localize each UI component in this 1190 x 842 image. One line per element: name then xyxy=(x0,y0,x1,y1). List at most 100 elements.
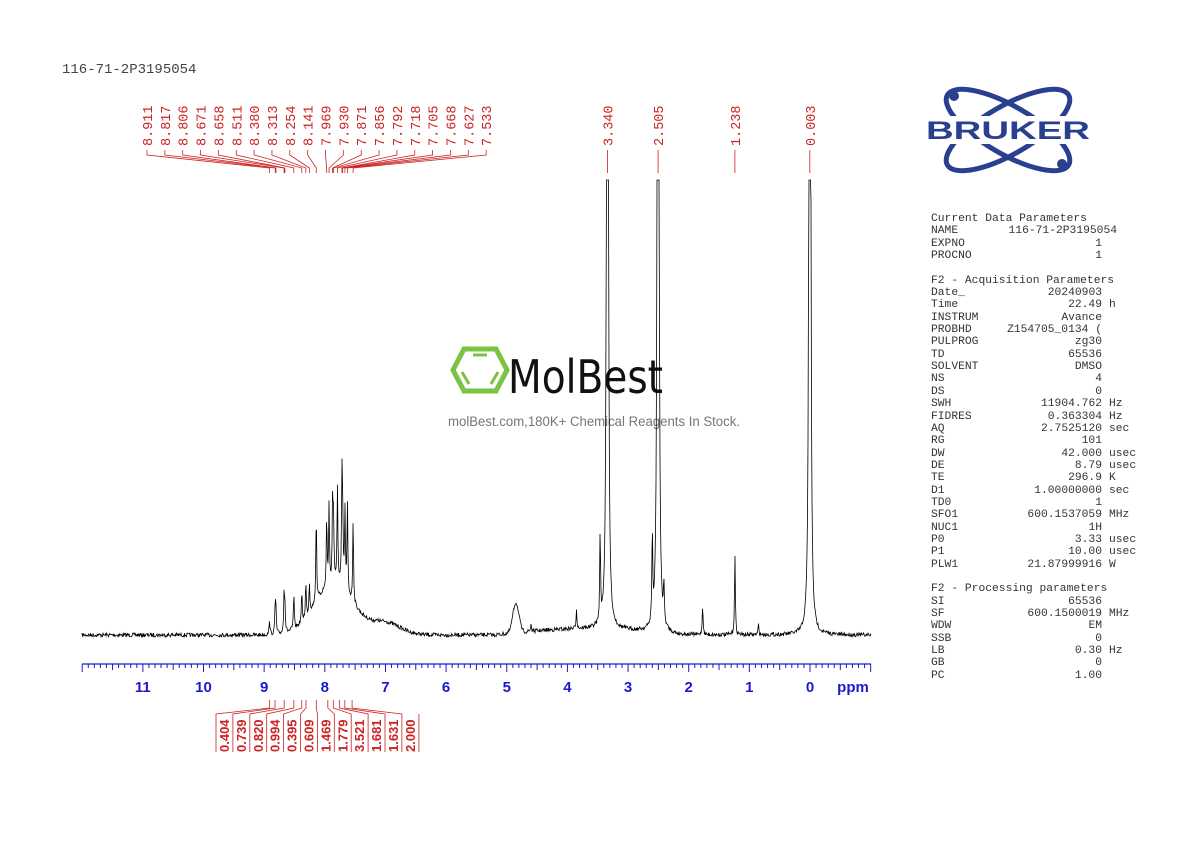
parameter-row: TE 296.9 K xyxy=(931,472,1146,484)
parameter-key: P0 xyxy=(931,533,945,546)
parameter-unit: K xyxy=(1109,472,1116,485)
molbest-tagline: molBest.com,180K+ Chemical Reagents In S… xyxy=(448,414,740,429)
integral-leader xyxy=(232,700,276,752)
parameter-key: SF xyxy=(931,608,945,620)
peak-label: 7.871 xyxy=(356,105,371,146)
parameter-row: SFO1 600.1537059 MHz xyxy=(931,509,1146,521)
integral-value: 0.395 xyxy=(285,719,300,752)
integral-leader xyxy=(249,700,285,752)
parameter-row: TD 65536 xyxy=(931,349,1146,361)
integral-leader xyxy=(266,700,295,752)
parameter-key: GB xyxy=(931,657,945,670)
parameter-key: Date_ xyxy=(931,287,965,300)
parameter-key: TD xyxy=(931,348,945,361)
peak-label-leader xyxy=(344,150,451,173)
axis-tick-label: 4 xyxy=(563,679,572,696)
peak-label-leader xyxy=(235,150,295,173)
integrals: 0.404 0.739 0.820 0.994 0.395 0.609 1.469 1.779… xyxy=(215,700,420,752)
parameter-value: 0 xyxy=(1095,657,1102,670)
parameter-value: 42.000 xyxy=(1061,447,1102,460)
parameter-value: 0 xyxy=(1095,385,1102,398)
peak-label-leader xyxy=(341,150,416,173)
molbest-watermark: MolBest molBest.com,180K+ Chemical Reage… xyxy=(448,346,740,429)
parameter-value: 22.49 xyxy=(1068,299,1102,312)
parameter-value: 20240903 xyxy=(1047,287,1102,300)
peak-labels: 8.911 8.817 8.806 8.671 8.658 8.511 8.380 8.313… xyxy=(142,105,820,173)
peak-label-leader xyxy=(332,150,362,173)
parameter-unit: MHz xyxy=(1109,509,1130,522)
peak-label-leader xyxy=(342,150,434,173)
parameter-row: D1 1.00000000 sec xyxy=(931,485,1146,497)
peak-label-leader xyxy=(325,150,328,173)
parameter-key: TD0 xyxy=(931,496,952,509)
parameter-value: 116-71-2P3195054 xyxy=(1008,225,1117,238)
parameter-value: 65536 xyxy=(1068,595,1102,608)
parameter-key: P1 xyxy=(931,546,945,559)
parameter-value: EM xyxy=(1088,620,1102,633)
parameter-key: FIDRES xyxy=(931,410,972,423)
parameter-value: 1 xyxy=(1095,496,1102,509)
parameter-value: 1.00000000 xyxy=(1034,484,1102,497)
peak-label-leader xyxy=(164,150,276,173)
parameter-value: 1 xyxy=(1095,237,1102,250)
peak-label: 7.856 xyxy=(374,105,389,146)
integral-leader xyxy=(315,700,318,752)
parameter-section-title: F2 - Acquisition Parameters xyxy=(931,274,1115,287)
axis-tick-label: 8 xyxy=(321,679,329,696)
parameter-value: 2.7525120 xyxy=(1040,422,1102,435)
parameter-value: 11904.762 xyxy=(1040,398,1102,411)
parameter-value: 10.00 xyxy=(1068,546,1102,559)
bruker-logo: BRUKER xyxy=(922,86,1094,174)
peak-label-leader xyxy=(289,150,310,173)
parameter-key: NS xyxy=(931,373,945,386)
parameter-row: FIDRES 0.363304 Hz xyxy=(931,411,1146,423)
parameter-row: Time 22.49 h xyxy=(931,299,1146,311)
parameter-row: AQ 2.7525120 sec xyxy=(931,423,1146,435)
peak-label-leader xyxy=(347,150,469,173)
peak-label: 7.792 xyxy=(392,105,407,146)
integral-leader xyxy=(338,700,369,752)
parameter-key: EXPNO xyxy=(931,237,965,250)
hexagon-logo-icon xyxy=(450,346,510,394)
parameter-key: LB xyxy=(931,645,945,658)
parameter-row: PROBHD Z154705_0134 ( xyxy=(931,324,1146,336)
parameter-unit: W xyxy=(1109,558,1116,571)
parameter-unit: usec xyxy=(1109,447,1137,460)
peak-label: 7.705 xyxy=(428,105,443,146)
integral-leader xyxy=(215,700,271,752)
section-gap xyxy=(931,571,1146,583)
peak-label-leader xyxy=(328,150,344,173)
parameter-key: D1 xyxy=(931,484,945,497)
parameter-key: TE xyxy=(931,472,945,485)
parameter-row: Date_ 20240903 xyxy=(931,287,1146,299)
parameter-key: PLW1 xyxy=(931,558,959,571)
peak-label-leader xyxy=(307,150,317,173)
peak-label: 7.969 xyxy=(321,105,336,146)
peak-label: 3.340 xyxy=(602,105,617,146)
axis-tick-label: 10 xyxy=(195,679,212,696)
parameter-row: NS 4 xyxy=(931,373,1146,385)
axis-tick-label: 6 xyxy=(442,679,450,696)
parameter-row: SOLVENT DMSO xyxy=(931,361,1146,373)
peak-label-leader xyxy=(146,150,270,173)
parameter-row: P0 3.33 usec xyxy=(931,534,1146,546)
parameter-unit: usec xyxy=(1109,533,1137,546)
peak-label: 7.668 xyxy=(445,105,460,146)
parameter-unit: Hz xyxy=(1109,410,1123,423)
parameter-key: WDW xyxy=(931,620,952,633)
parameter-key: NUC1 xyxy=(931,521,959,534)
integral-leader xyxy=(327,700,335,752)
peak-label-leader xyxy=(217,150,286,173)
parameter-unit: usec xyxy=(1109,546,1137,559)
parameter-row: LB 0.30 Hz xyxy=(931,645,1146,657)
integral-value: 2.000 xyxy=(403,719,418,752)
parameter-row: PULPROG zg30 xyxy=(931,336,1146,348)
parameter-row: SF 600.1500019 MHz xyxy=(931,608,1146,620)
parameter-unit: Hz xyxy=(1109,645,1123,658)
parameter-unit: MHz xyxy=(1109,608,1130,620)
integral-value: 0.820 xyxy=(251,719,266,752)
parameter-value: Z154705_0134 ( xyxy=(1007,324,1102,337)
peak-label-leader xyxy=(200,150,285,173)
peak-label-leader xyxy=(337,150,398,173)
parameter-value: 1.00 xyxy=(1074,669,1102,682)
